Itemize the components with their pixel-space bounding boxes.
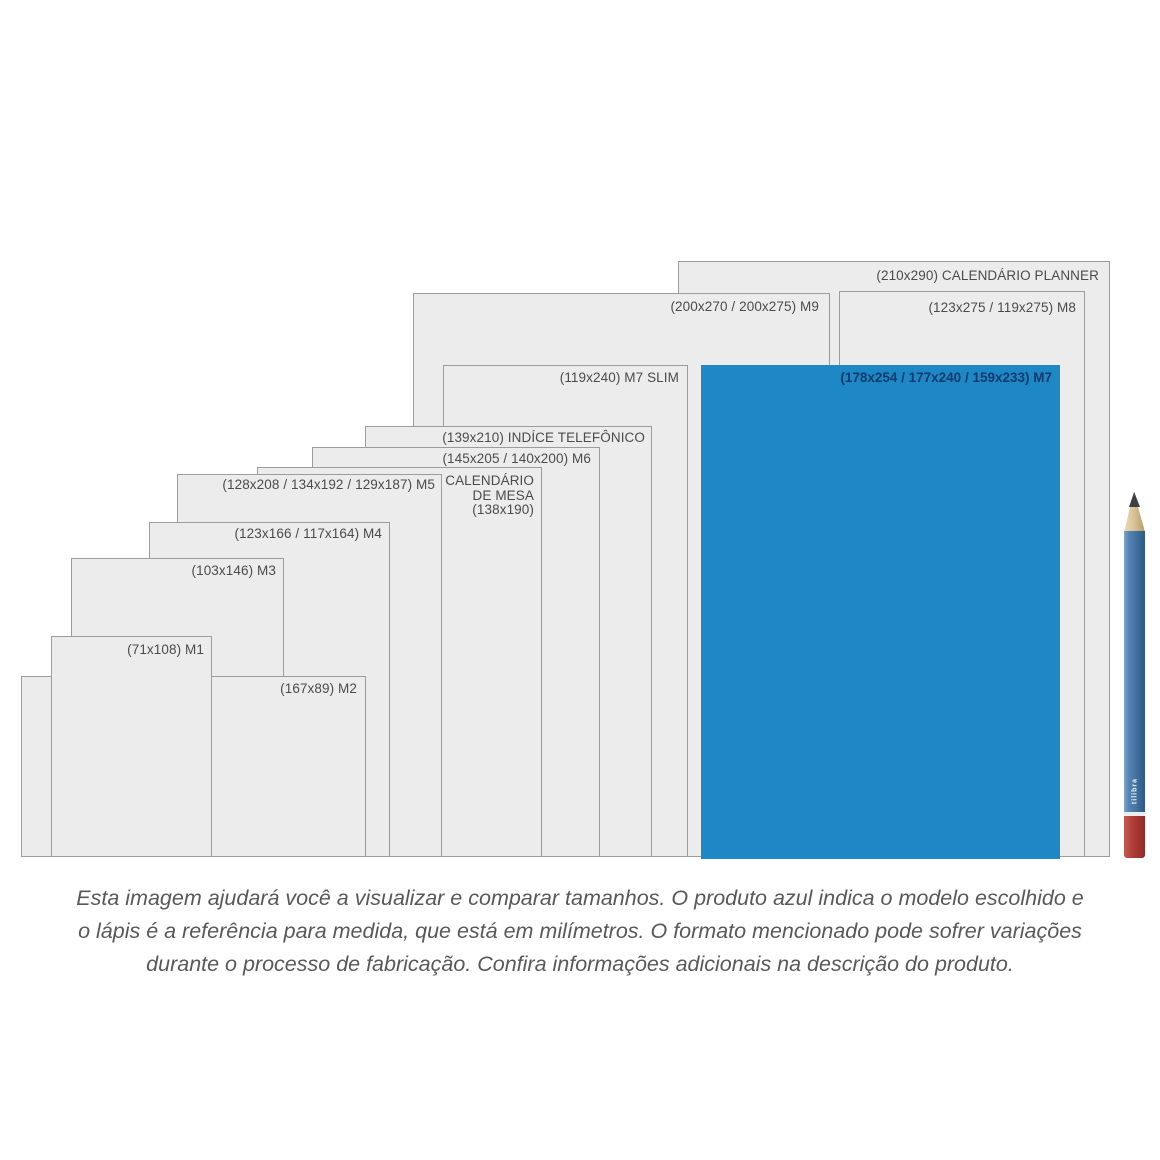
size-label-m8: (123x275 / 119x275) M8 [928, 300, 1076, 315]
footer-line-1: Esta imagem ajudará você a visualizar e … [76, 886, 1084, 910]
footer-line-2: o lápis é a referência para medida, que … [78, 919, 1082, 943]
size-label-m3: (103x146) M3 [191, 563, 276, 578]
pencil-red-end [1124, 816, 1145, 858]
size-label-m1: (71x108) M1 [127, 642, 204, 657]
size-label-calendario-planner: (210x290) CALENDÁRIO PLANNER [876, 268, 1099, 283]
size-rect-m1: (71x108) M1 [51, 636, 212, 857]
pencil: tilibra [1124, 492, 1145, 858]
size-label-m9: (200x270 / 200x275) M9 [670, 299, 819, 314]
size-label-m5: (128x208 / 134x192 / 129x187) M5 [222, 477, 435, 492]
size-label-indice-telefonico: (139x210) INDÍCE TELEFÔNICO [442, 430, 645, 445]
size-rect-m7-selected: (178x254 / 177x240 / 159x233) M7 [701, 365, 1060, 859]
size-label-m7-slim: (119x240) M7 SLIM [559, 370, 679, 385]
size-label-m7-selected: (178x254 / 177x240 / 159x233) M7 [840, 370, 1052, 385]
pencil-body: tilibra [1124, 531, 1145, 812]
size-label-m2: (167x89) M2 [280, 681, 357, 696]
size-label-m6: (145x205 / 140x200) M6 [442, 451, 591, 466]
size-label-m4: (123x166 / 117x164) M4 [234, 526, 382, 541]
pencil-graphite-tip [1129, 492, 1140, 507]
footer-note: Esta imagem ajudará você a visualizar e … [0, 882, 1160, 981]
size-label-calendario-de-mesa: CALENDÁRIO DE MESA (138x190) [445, 473, 534, 517]
footer-line-3: durante o processo de fabricação. Confir… [146, 952, 1014, 976]
pencil-brand-text: tilibra [1131, 777, 1138, 804]
pencil-band [1124, 812, 1145, 816]
